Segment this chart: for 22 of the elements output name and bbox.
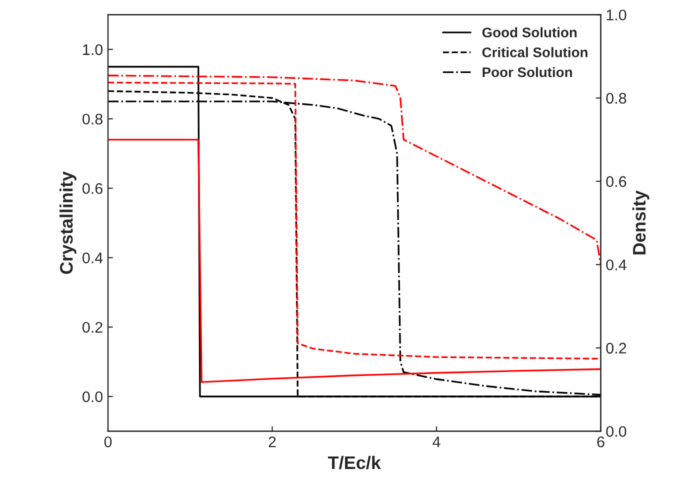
- y-tick-label: 0.8: [82, 114, 102, 125]
- y2-tick-label: 1.0: [606, 10, 626, 20]
- y2-tick-label: 0.8: [606, 92, 626, 104]
- y-tick-label: 0.6: [82, 183, 102, 194]
- x-tick-label: 0: [104, 436, 112, 448]
- y-tick-label: 0.0: [82, 391, 103, 402]
- y2-tick-label: 0.4: [606, 259, 626, 270]
- y2-tick-label: 0.0: [606, 426, 626, 437]
- y-tick-label: 1.0: [83, 44, 103, 56]
- y-tick-label: 0.2: [82, 322, 102, 333]
- y2-tick-label: 0.2: [606, 342, 626, 354]
- y-tick-label: 0.4: [82, 252, 103, 264]
- legend-label: Critical Solution: [482, 47, 588, 58]
- legend-label: Good Solution: [482, 27, 577, 38]
- x-tick-label: 6: [597, 436, 604, 448]
- y2-axis-title: Density: [632, 190, 650, 254]
- legend-label: Poor Solution: [482, 66, 572, 78]
- x-tick-label: 2: [268, 436, 276, 448]
- x-axis-title: T/Ec/k: [328, 456, 381, 470]
- y2-tick-label: 0.6: [606, 176, 626, 187]
- x-tick-label: 4: [432, 436, 440, 448]
- y-axis-title: Crystallinity: [60, 171, 76, 274]
